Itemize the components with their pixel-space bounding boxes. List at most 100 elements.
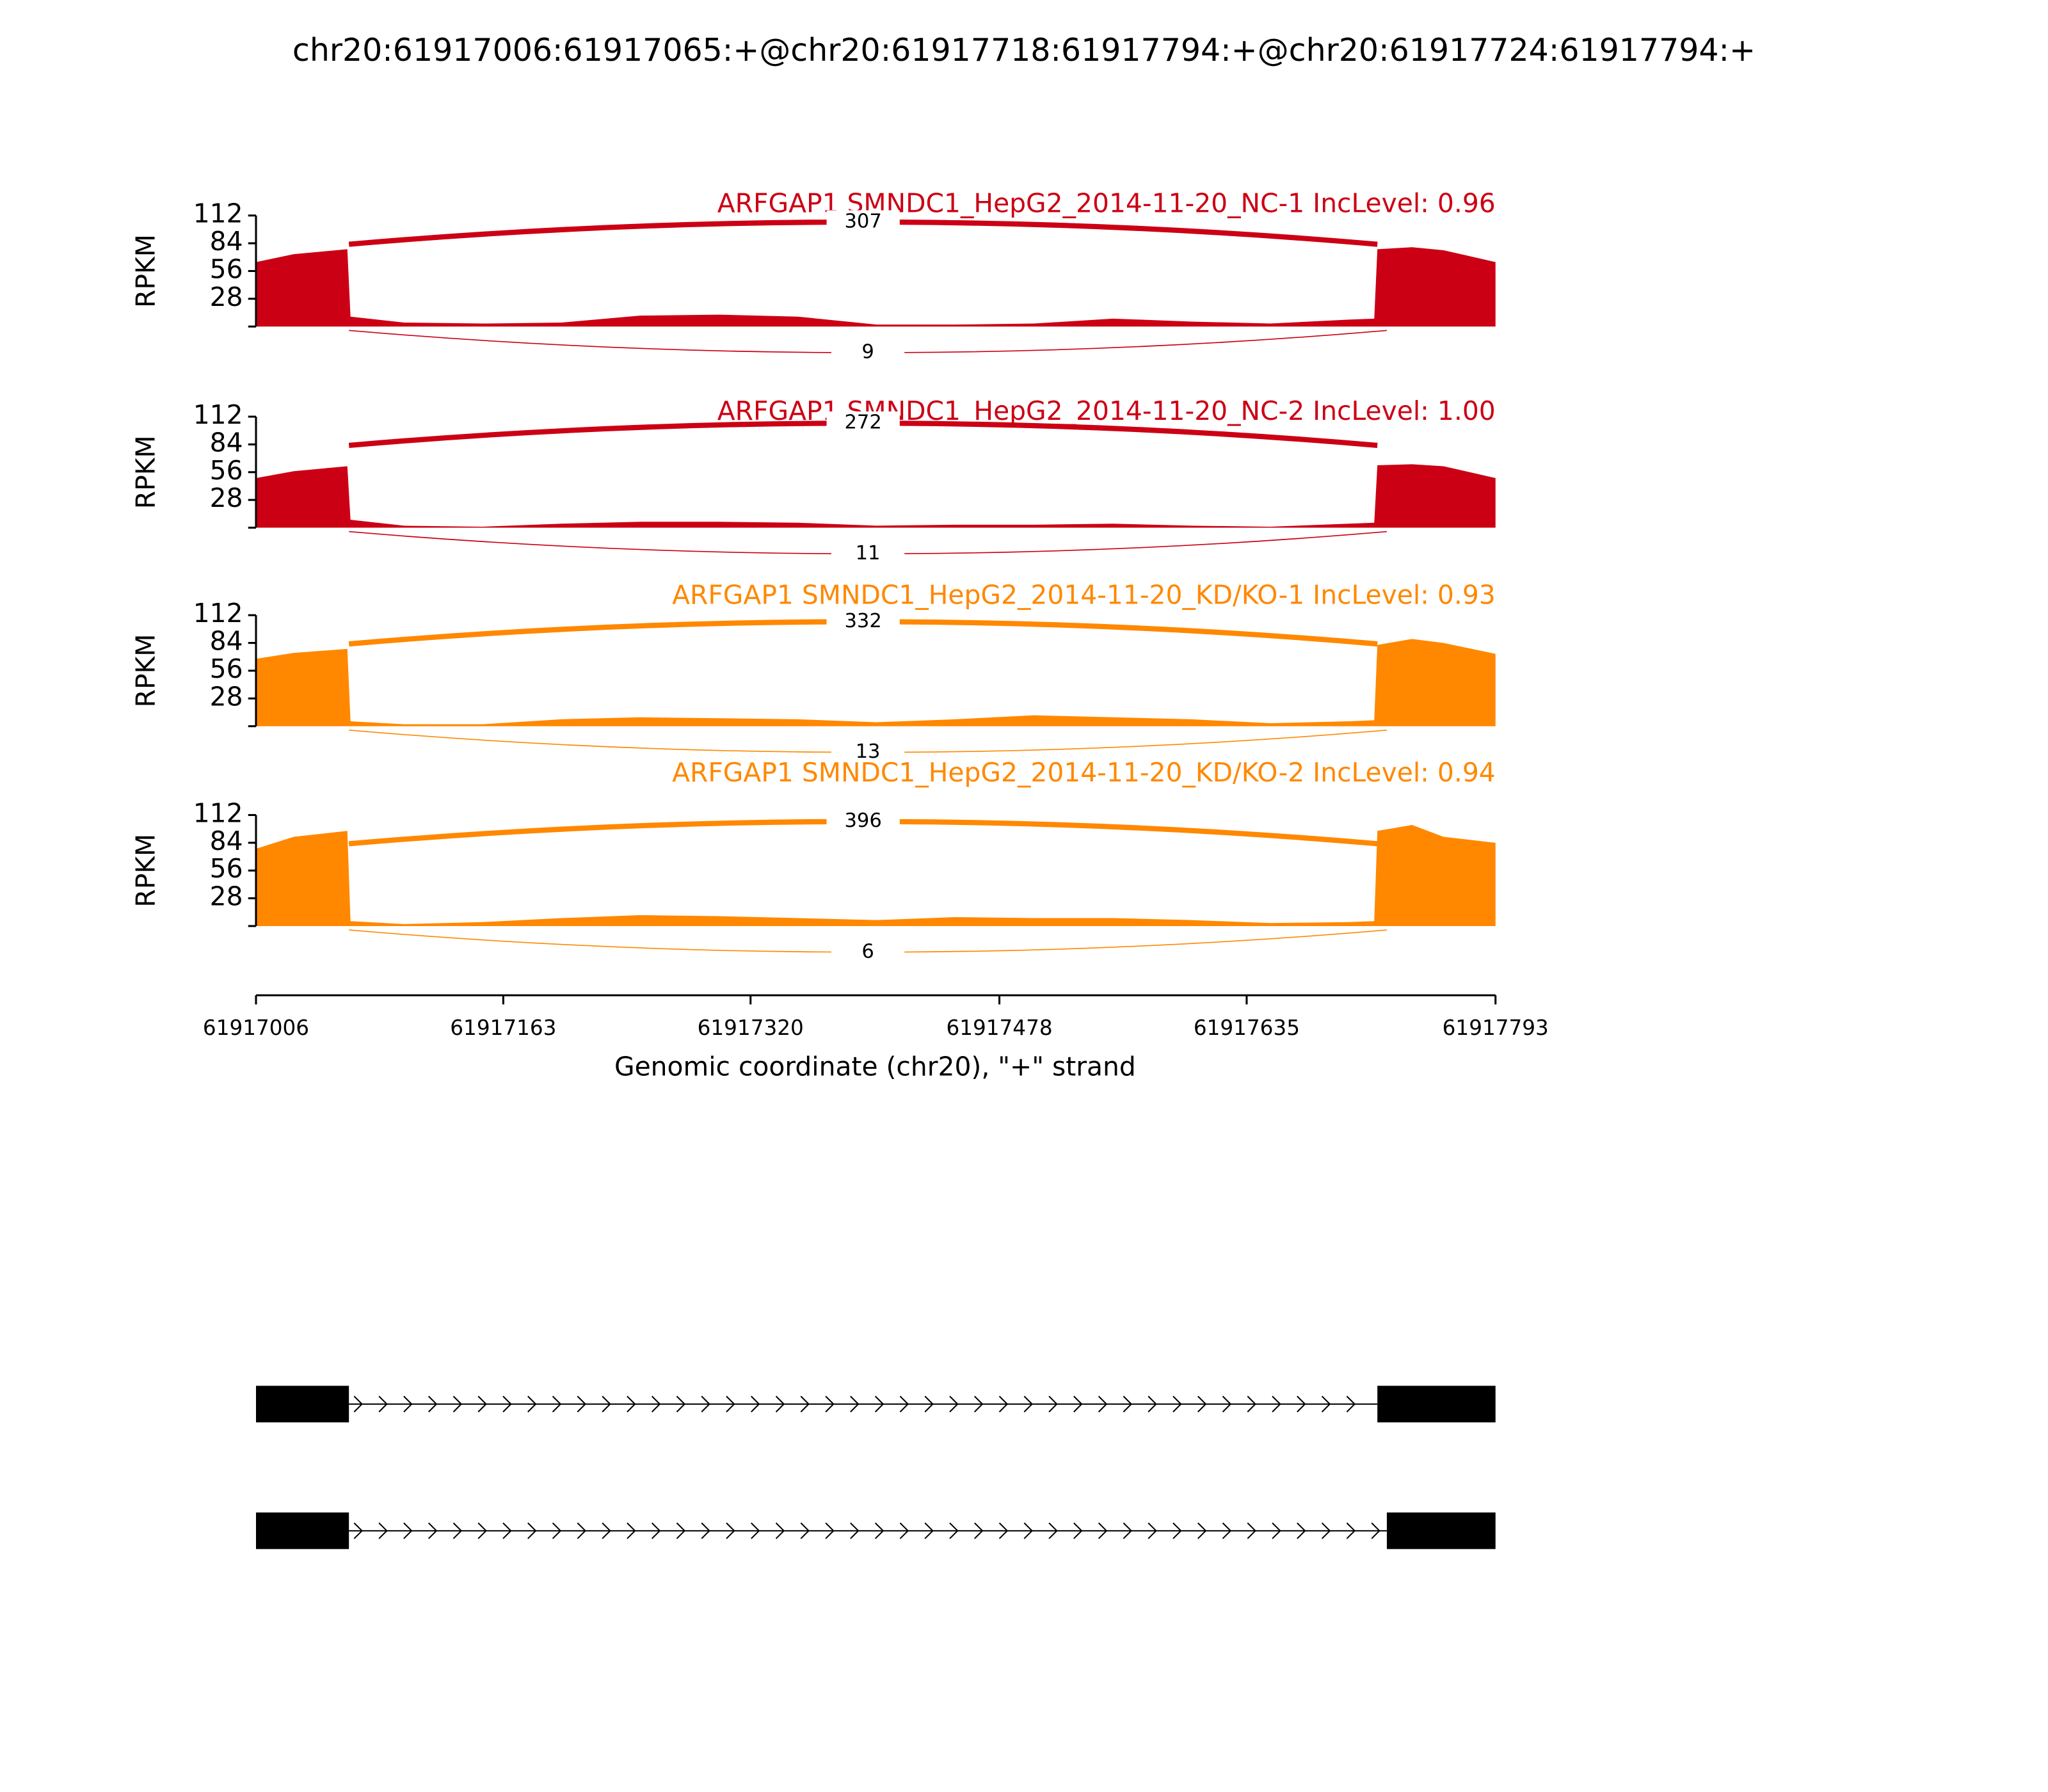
strand-chevron: [726, 1395, 735, 1412]
y-axis-label: RPKM: [131, 435, 161, 509]
strand-chevron: [924, 1522, 934, 1539]
strand-chevron: [1222, 1395, 1232, 1412]
strand-chevron: [1123, 1395, 1133, 1412]
junction-label-box: [831, 340, 905, 365]
strand-chevron: [1172, 1395, 1182, 1412]
junction-count: 396: [844, 810, 881, 832]
x-tick-label: 61917635: [1194, 1016, 1300, 1040]
strand-chevron: [1073, 1522, 1083, 1539]
strand-chevron: [552, 1395, 562, 1412]
y-tick-label: 84: [210, 626, 243, 657]
strand-chevron: [577, 1522, 587, 1539]
y-tick-label: 56: [210, 653, 243, 684]
junction-count: 307: [844, 210, 881, 232]
junction-label-box: [831, 541, 905, 566]
strand-chevron: [428, 1395, 438, 1412]
strand-chevron: [602, 1395, 611, 1412]
strand-chevron: [974, 1395, 984, 1412]
strand-chevron: [527, 1522, 537, 1539]
strand-chevron: [502, 1395, 512, 1412]
strand-chevron: [1247, 1395, 1256, 1412]
strand-chevron: [676, 1522, 686, 1539]
coverage-area: [256, 639, 1496, 726]
strand-chevron: [924, 1395, 934, 1412]
strand-chevron: [998, 1522, 1009, 1539]
panel-title: ARFGAP1 SMNDC1_HepG2_2014-11-20_KD/KO-2 …: [672, 757, 1496, 788]
strand-chevron: [477, 1395, 487, 1412]
strand-chevron: [751, 1522, 760, 1539]
strand-chevron: [1346, 1522, 1356, 1539]
strand-chevron: [1098, 1395, 1108, 1412]
strand-chevron: [552, 1522, 562, 1539]
y-axis-label: RPKM: [131, 834, 161, 908]
coverage-area: [256, 464, 1496, 528]
y-tick-label: 84: [210, 226, 243, 257]
strand-chevron: [949, 1395, 959, 1412]
strand-chevron: [1098, 1522, 1108, 1539]
strand-chevron: [403, 1522, 413, 1539]
strand-chevron: [1346, 1395, 1356, 1412]
strand-chevron: [1123, 1522, 1133, 1539]
y-tick-label: 28: [210, 881, 243, 912]
strand-chevron: [974, 1522, 984, 1539]
strand-chevron: [1297, 1522, 1306, 1539]
strand-chevron: [874, 1522, 884, 1539]
junction-count: 9: [861, 341, 874, 364]
y-tick-label: 28: [210, 483, 243, 513]
strand-chevron: [726, 1522, 735, 1539]
x-tick-label: 61917793: [1443, 1016, 1549, 1040]
junction-label-box: [826, 411, 900, 435]
y-tick-label: 56: [210, 455, 243, 486]
y-tick-label: 112: [193, 598, 243, 628]
strand-chevron: [1197, 1395, 1207, 1412]
strand-chevron: [825, 1395, 835, 1412]
x-axis-label: Genomic coordinate (chr20), "+" strand: [614, 1051, 1136, 1082]
y-tick-label: 56: [210, 253, 243, 284]
y-tick-label: 28: [210, 681, 243, 712]
strand-chevron: [1297, 1395, 1306, 1412]
strand-chevron: [874, 1395, 884, 1412]
strand-chevron: [627, 1395, 636, 1412]
junction-label-box: [826, 810, 900, 834]
strand-chevron: [701, 1395, 710, 1412]
strand-chevron: [1148, 1395, 1157, 1412]
strand-chevron: [1222, 1522, 1232, 1539]
strand-chevron: [1073, 1395, 1083, 1412]
strand-chevron: [1197, 1522, 1207, 1539]
exon: [1386, 1512, 1496, 1549]
strand-chevron: [998, 1395, 1009, 1412]
strand-chevron: [899, 1395, 909, 1412]
y-axis-label: RPKM: [131, 634, 161, 708]
strand-chevron: [800, 1395, 810, 1412]
strand-chevron: [403, 1395, 413, 1412]
y-tick-label: 112: [193, 797, 243, 828]
strand-chevron: [378, 1522, 388, 1539]
coverage-area: [256, 247, 1496, 327]
strand-chevron: [627, 1522, 636, 1539]
strand-chevron: [452, 1522, 463, 1539]
strand-chevron: [353, 1395, 364, 1412]
strand-chevron: [527, 1395, 537, 1412]
x-tick-label: 61917006: [203, 1016, 309, 1040]
strand-chevron: [676, 1395, 686, 1412]
exon: [256, 1512, 349, 1549]
strand-chevron: [353, 1522, 364, 1539]
junction-count: 11: [856, 542, 881, 564]
x-tick-label: 61917478: [946, 1016, 1052, 1040]
strand-chevron: [775, 1522, 785, 1539]
strand-chevron: [949, 1522, 959, 1539]
strand-chevron: [428, 1522, 438, 1539]
y-tick-label: 56: [210, 853, 243, 884]
junction-label-box: [826, 210, 900, 234]
strand-chevron: [1048, 1522, 1058, 1539]
strand-chevron: [775, 1395, 785, 1412]
strand-chevron: [1023, 1395, 1033, 1412]
strand-chevron: [1371, 1522, 1380, 1539]
y-tick-label: 28: [210, 282, 243, 312]
strand-chevron: [1172, 1522, 1182, 1539]
strand-chevron: [751, 1395, 760, 1412]
strand-chevron: [378, 1395, 388, 1412]
strand-chevron: [452, 1395, 463, 1412]
